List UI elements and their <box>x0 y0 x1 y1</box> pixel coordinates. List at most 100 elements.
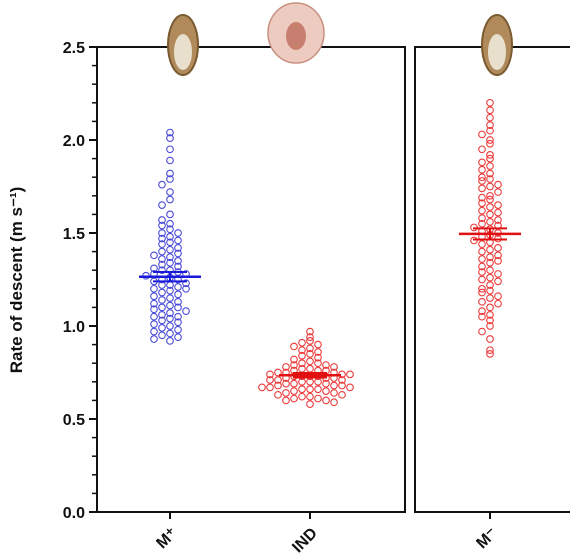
data-point <box>166 188 174 196</box>
data-point <box>486 303 494 312</box>
data-point <box>322 396 330 405</box>
data-point <box>158 216 166 224</box>
data-point <box>274 381 282 390</box>
data-point <box>314 359 322 368</box>
data-point <box>174 229 182 237</box>
data-point <box>174 262 182 271</box>
data-point <box>486 253 494 262</box>
data-point <box>478 214 486 222</box>
data-point <box>158 331 166 340</box>
data-point <box>478 177 486 185</box>
data-point <box>298 392 306 401</box>
data-point <box>330 381 338 390</box>
data-point <box>166 219 174 228</box>
data-point <box>478 206 486 215</box>
data-point <box>158 255 166 263</box>
data-point <box>298 385 306 394</box>
data-point <box>486 195 494 204</box>
data-point <box>158 180 166 189</box>
data-point <box>478 327 486 336</box>
data-point <box>494 208 502 217</box>
data-point <box>158 324 166 332</box>
data-point <box>486 126 494 135</box>
data-point <box>174 283 182 291</box>
y-tick-label: 0.0 <box>63 505 85 522</box>
data-point <box>290 355 298 364</box>
data-point <box>478 307 486 315</box>
data-point <box>478 288 486 297</box>
data-point <box>322 361 330 369</box>
seed-icon <box>286 22 306 50</box>
data-point <box>330 398 338 407</box>
data-point <box>166 134 174 142</box>
data-point <box>486 217 494 226</box>
data-point <box>158 310 166 319</box>
data-point <box>274 376 282 384</box>
data-point <box>486 169 494 178</box>
data-point <box>486 106 494 115</box>
data-point <box>174 290 182 299</box>
y-tick-label: 0.5 <box>63 412 85 429</box>
data-point <box>314 348 322 356</box>
data-point <box>322 379 330 388</box>
data-point <box>306 357 314 366</box>
data-point <box>330 389 338 397</box>
data-point <box>478 158 486 167</box>
data-point <box>166 238 174 247</box>
data-point <box>338 390 346 399</box>
error-bar <box>293 372 327 379</box>
data-point <box>166 258 174 267</box>
data-point <box>486 203 494 211</box>
data-point <box>174 333 182 342</box>
data-point <box>166 245 174 254</box>
data-point <box>322 387 330 395</box>
data-point <box>150 251 158 260</box>
data-point <box>182 307 190 315</box>
data-point <box>494 201 502 209</box>
data-point <box>486 210 494 219</box>
data-point <box>298 338 306 347</box>
data-point <box>166 337 174 345</box>
data-point <box>166 175 174 183</box>
data-point <box>166 169 174 178</box>
data-point <box>174 303 182 312</box>
data-point <box>486 294 494 302</box>
data-point <box>166 294 174 302</box>
data-point <box>478 184 486 193</box>
data-point <box>258 383 266 392</box>
data-point <box>150 305 158 314</box>
data-point <box>486 162 494 170</box>
data-point <box>306 344 314 353</box>
data-point <box>150 312 158 321</box>
data-point <box>150 327 158 336</box>
seed-icon <box>488 34 506 70</box>
data-point <box>478 173 486 182</box>
data-point <box>306 333 314 342</box>
data-point <box>486 182 494 191</box>
data-point <box>282 396 290 405</box>
data-point <box>494 257 502 265</box>
data-point <box>478 193 486 202</box>
data-point <box>274 368 282 377</box>
data-point <box>486 245 494 254</box>
data-point <box>486 350 494 358</box>
data-point <box>478 284 486 293</box>
data-point <box>166 210 174 219</box>
data-point <box>298 351 306 360</box>
x-tick-label: M⁺ <box>153 525 180 552</box>
data-point <box>494 251 502 260</box>
data-point <box>486 281 494 289</box>
data-point <box>486 335 494 343</box>
data-point <box>478 255 486 263</box>
data-point <box>266 370 274 379</box>
data-point <box>290 387 298 395</box>
data-point <box>306 385 314 394</box>
data-point <box>486 139 494 148</box>
y-tick-label: 2.0 <box>63 133 85 150</box>
data-point <box>486 175 494 183</box>
data-point <box>166 253 174 262</box>
data-point <box>494 188 502 196</box>
data-point <box>166 225 174 234</box>
data-point <box>174 249 182 258</box>
